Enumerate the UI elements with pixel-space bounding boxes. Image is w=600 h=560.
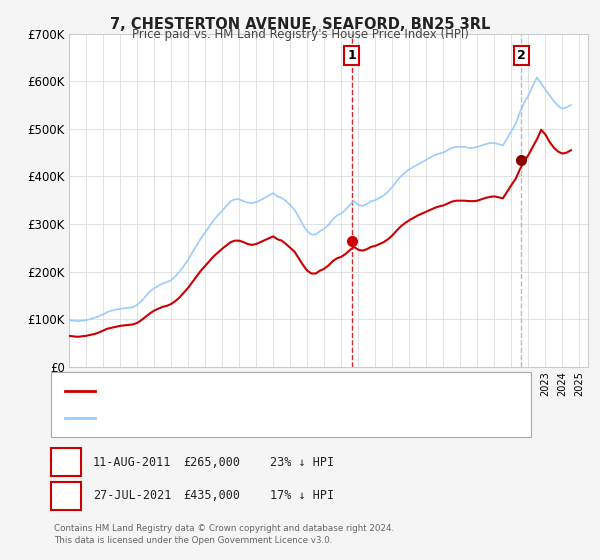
Text: 27-JUL-2021: 27-JUL-2021 (93, 489, 172, 502)
Text: 1: 1 (62, 455, 70, 469)
Text: 17% ↓ HPI: 17% ↓ HPI (270, 489, 334, 502)
Text: Contains HM Land Registry data © Crown copyright and database right 2024.
This d: Contains HM Land Registry data © Crown c… (54, 524, 394, 545)
Text: Price paid vs. HM Land Registry's House Price Index (HPI): Price paid vs. HM Land Registry's House … (131, 28, 469, 41)
Text: 11-AUG-2011: 11-AUG-2011 (93, 455, 172, 469)
Text: 1: 1 (347, 49, 356, 62)
Text: HPI: Average price, detached house, Lewes: HPI: Average price, detached house, Lewe… (102, 413, 338, 423)
Text: 2: 2 (517, 49, 526, 62)
Text: 7, CHESTERTON AVENUE, SEAFORD, BN25 3RL (detached house): 7, CHESTERTON AVENUE, SEAFORD, BN25 3RL … (102, 386, 457, 396)
Text: 2: 2 (62, 489, 70, 502)
Text: 7, CHESTERTON AVENUE, SEAFORD, BN25 3RL: 7, CHESTERTON AVENUE, SEAFORD, BN25 3RL (110, 17, 490, 32)
Text: £265,000: £265,000 (183, 455, 240, 469)
Text: £435,000: £435,000 (183, 489, 240, 502)
Text: 23% ↓ HPI: 23% ↓ HPI (270, 455, 334, 469)
